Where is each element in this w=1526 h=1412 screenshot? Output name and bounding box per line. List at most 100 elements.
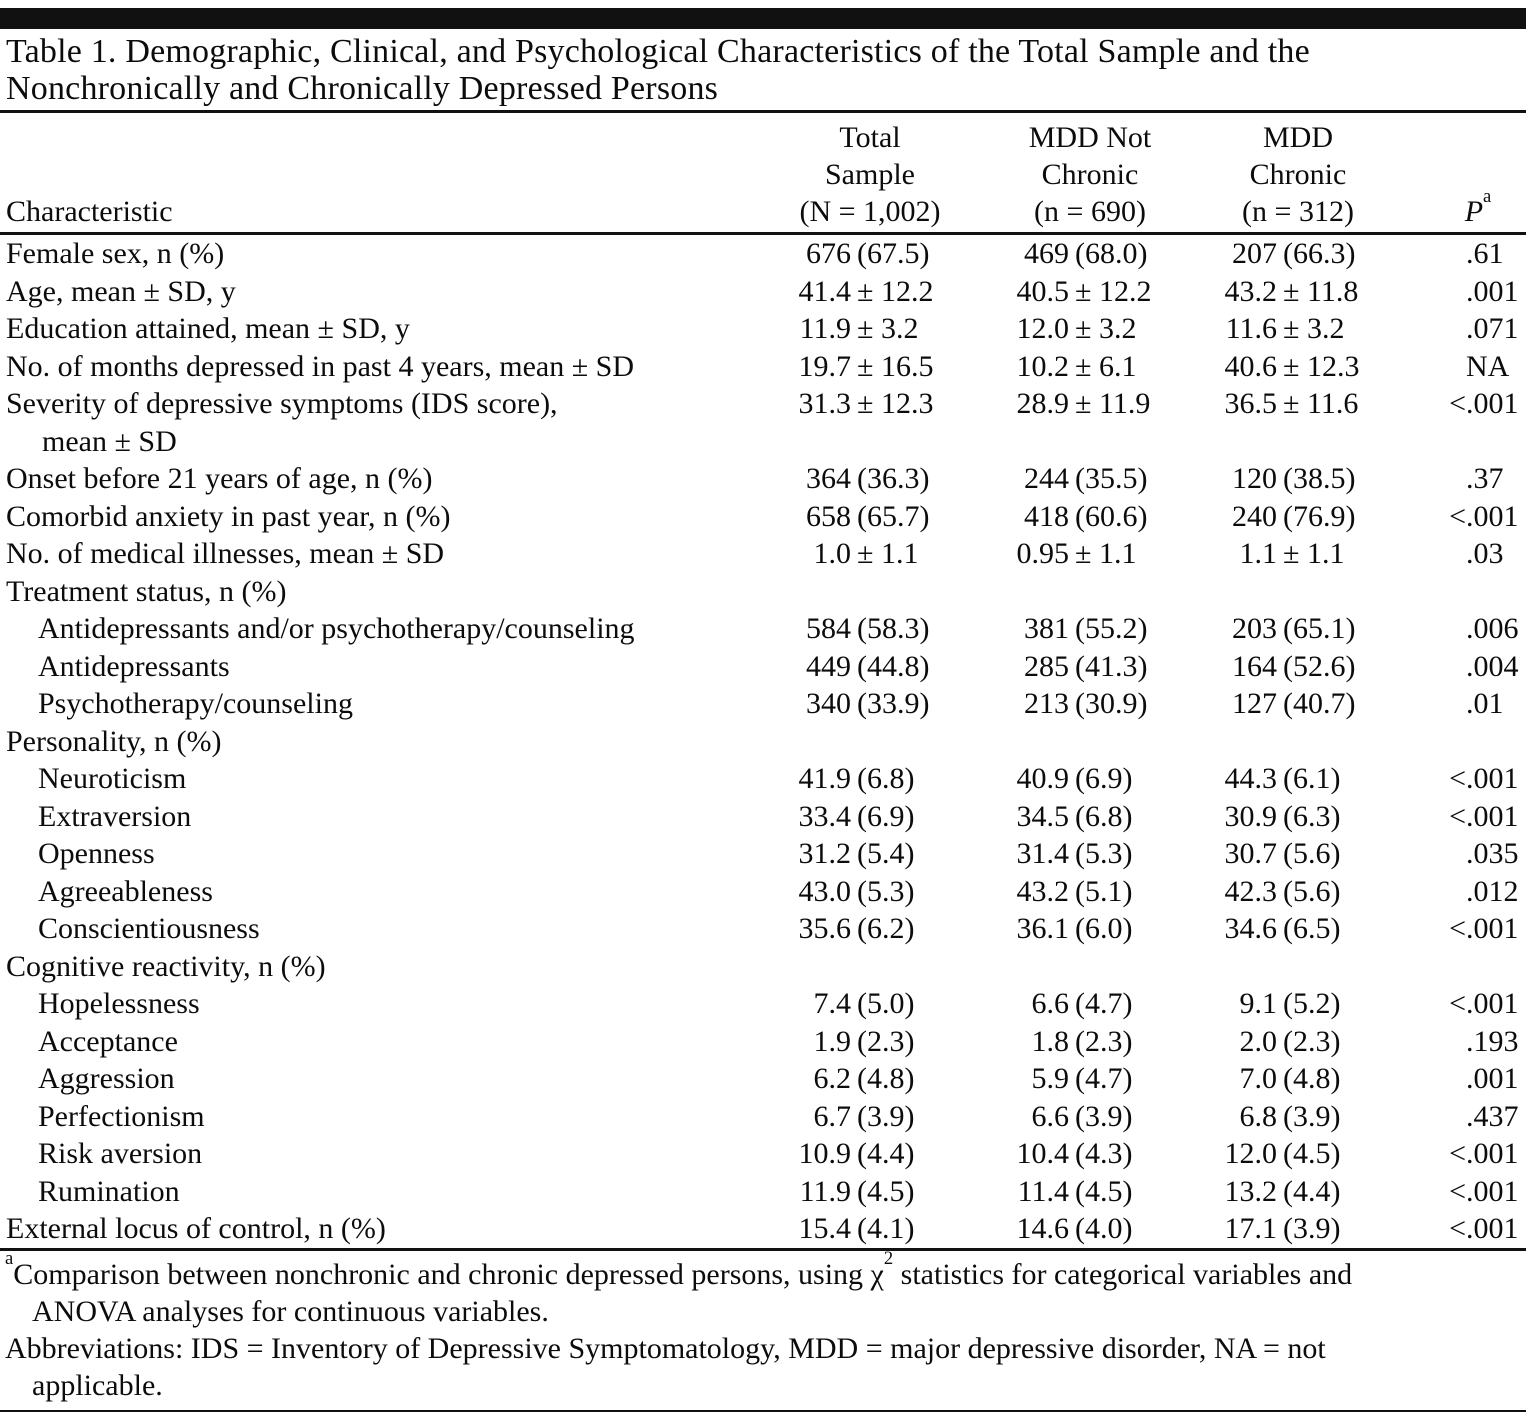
row-label: No. of medical illnesses, mean ± SD	[6, 537, 445, 570]
cell-mdd-chronic-lead: 7.0	[1239, 1062, 1278, 1095]
cell-total-sample: 6.7 (3.9)	[750, 1098, 990, 1136]
row-label-cell: Antidepressants and/or psychotherapy/cou…	[0, 610, 750, 648]
cell-total-sample-trail: ± 1.1	[857, 537, 919, 570]
cell-mdd-not-chronic: 34.5 (6.8)	[990, 798, 1190, 836]
row-label: Hopelessness	[38, 987, 200, 1020]
body-divider-rule	[0, 1247, 1526, 1251]
cell-mdd-not-chronic-trail: (4.0)	[1075, 1212, 1133, 1245]
cell-mdd-not-chronic-lead: 43.2	[1016, 874, 1070, 908]
cell-p-value: .035	[1406, 835, 1526, 873]
cell-total-sample-trail: (4.5)	[857, 1174, 915, 1208]
row-label: Openness	[38, 837, 155, 870]
row-label: Risk aversion	[38, 1137, 203, 1170]
cell-p-value-lead	[1406, 648, 1466, 686]
cell-mdd-chronic-lead: 2.0	[1239, 1024, 1278, 1058]
table-row: Hopelessness 7.4 (5.0) 6.6 (4.7) 9.1 (5.2) < .00…	[0, 985, 1526, 1023]
cell-mdd-chronic: 43.2 ± 11.8	[1190, 273, 1406, 311]
cell-p-value: .03	[1406, 535, 1526, 573]
table-row: Severity of depressive symptoms (IDS sco…	[0, 385, 1526, 460]
cell-mdd-chronic: 7.0 (4.8)	[1190, 1060, 1406, 1098]
cell-total-sample-trail: (65.7)	[857, 499, 930, 533]
row-label: External locus of control, n (%)	[6, 1212, 386, 1245]
cell-mdd-chronic-lead: 12.0	[1224, 1137, 1278, 1170]
cell-total-sample: 658 (65.7)	[750, 498, 990, 536]
cell-mdd-chronic: 207 (66.3)	[1190, 235, 1406, 273]
cell-p-value: < .001	[1406, 1135, 1526, 1173]
cell-p-value: .01	[1406, 685, 1526, 723]
cell-p-value: .012	[1406, 873, 1526, 911]
col-header-characteristic: Characteristic	[6, 195, 173, 228]
cell-mdd-not-chronic: 6.6 (3.9)	[990, 1098, 1190, 1136]
cell-mdd-chronic: 164 (52.6)	[1190, 648, 1406, 686]
table-top-bar-rule	[0, 8, 1526, 29]
cell-mdd-not-chronic: 213 (30.9)	[990, 685, 1190, 723]
row-label: Cognitive reactivity, n (%)	[6, 949, 326, 983]
cell-total-sample: 35.6 (6.2)	[750, 910, 990, 948]
cell-total-sample-lead: 33.4	[798, 799, 852, 833]
cell-p-value-trail: .071	[1466, 312, 1519, 345]
cell-p-value-trail: .001	[1466, 1062, 1519, 1095]
cell-total-sample: 43.0 (5.3)	[750, 873, 990, 911]
cell-p-value: .004	[1406, 648, 1526, 686]
cell-total-sample: 41.9 (6.8)	[750, 760, 990, 798]
cell-p-value-trail: .004	[1466, 649, 1519, 683]
row-label: Extraversion	[38, 799, 192, 833]
cell-p-value-lead	[1406, 535, 1466, 573]
cell-mdd-chronic-lead: 240	[1232, 499, 1277, 533]
cell-mdd-not-chronic-trail: (4.7)	[1075, 987, 1133, 1020]
cell-p-value-lead: <	[1449, 912, 1466, 945]
cell-mdd-chronic-lead: 30.7	[1224, 837, 1278, 870]
cell-p-value-trail: .006	[1466, 612, 1519, 645]
cell-total-sample: 340 (33.9)	[750, 685, 990, 723]
cell-mdd-not-chronic-trail: (30.9)	[1075, 687, 1148, 720]
table-row: Treatment status, n (%)	[0, 573, 1526, 611]
cell-mdd-not-chronic-lead: 5.9	[1031, 1062, 1070, 1095]
cell-mdd-not-chronic-trail: (4.3)	[1075, 1137, 1133, 1170]
cell-mdd-not-chronic-trail: (41.3)	[1075, 649, 1148, 683]
cell-mdd-not-chronic: 1.8 (2.3)	[990, 1023, 1190, 1061]
cell-mdd-not-chronic-trail: (6.8)	[1075, 799, 1133, 833]
row-label: Comorbid anxiety in past year, n (%)	[6, 499, 451, 533]
cell-mdd-chronic: 2.0 (2.3)	[1190, 1023, 1406, 1061]
table-row: External locus of control, n (%) 15.4 (4.1…	[0, 1210, 1526, 1248]
row-label-cell: Female sex, n (%)	[0, 235, 750, 273]
cell-mdd-not-chronic-lead: 6.6	[1031, 987, 1070, 1020]
cell-p-value-lead	[1406, 1060, 1466, 1098]
cell-mdd-chronic-lead: 127	[1232, 687, 1277, 720]
cell-total-sample-lead: 364	[806, 462, 851, 495]
cell-p-value-trail: .437	[1466, 1099, 1519, 1133]
cell-mdd-chronic-trail: (65.1)	[1283, 612, 1356, 645]
cell-mdd-not-chronic-lead: 11.4	[1017, 1174, 1069, 1208]
cell-p-value-lead: <	[1449, 1212, 1466, 1245]
table-row: Onset before 21 years of age, n (%) 364 (3…	[0, 460, 1526, 498]
cell-p-value-trail: .001	[1466, 1137, 1519, 1170]
cell-p-value: NA	[1406, 348, 1526, 386]
cell-mdd-not-chronic-trail: ± 12.2	[1075, 274, 1152, 308]
cell-mdd-not-chronic: 12.0 ± 3.2	[990, 310, 1190, 348]
cell-mdd-chronic-lead: 11.6	[1225, 312, 1277, 345]
cell-p-value-lead: <	[1449, 499, 1466, 533]
table-row: No. of months depressed in past 4 years,…	[0, 348, 1526, 386]
cell-mdd-chronic: 240 (76.9)	[1190, 498, 1406, 536]
cell-p-value-trail: .03	[1466, 537, 1504, 570]
col-header-p: Pa	[1464, 185, 1492, 228]
cell-total-sample-lead: 11.9	[799, 1174, 851, 1208]
cell-mdd-not-chronic-lead: 418	[1024, 499, 1069, 533]
cell-p-value-trail: .001	[1466, 987, 1519, 1020]
table-row: Acceptance 1.9 (2.3) 1.8 (2.3) 2.0 (2.3) .193	[0, 1023, 1526, 1061]
row-label: Education attained, mean ± SD, y	[6, 312, 410, 345]
cell-mdd-not-chronic-trail: (60.6)	[1075, 499, 1148, 533]
cell-mdd-chronic-lead: 6.8	[1239, 1099, 1278, 1133]
row-label: Acceptance	[38, 1024, 178, 1058]
table-row: Education attained, mean ± SD, y 11.9 ± 3.…	[0, 310, 1526, 348]
cell-mdd-chronic-lead: 36.5	[1224, 387, 1278, 420]
cell-mdd-not-chronic-lead: 244	[1024, 462, 1069, 495]
cell-mdd-chronic: 30.7 (5.6)	[1190, 835, 1406, 873]
cell-p-value: < .001	[1406, 985, 1526, 1023]
row-label-cell: Onset before 21 years of age, n (%)	[0, 460, 750, 498]
cell-p-value-lead	[1406, 460, 1466, 498]
cell-mdd-not-chronic: 285 (41.3)	[990, 648, 1190, 686]
cell-mdd-not-chronic: 36.1 (6.0)	[990, 910, 1190, 948]
cell-p-value: .193	[1406, 1023, 1526, 1061]
